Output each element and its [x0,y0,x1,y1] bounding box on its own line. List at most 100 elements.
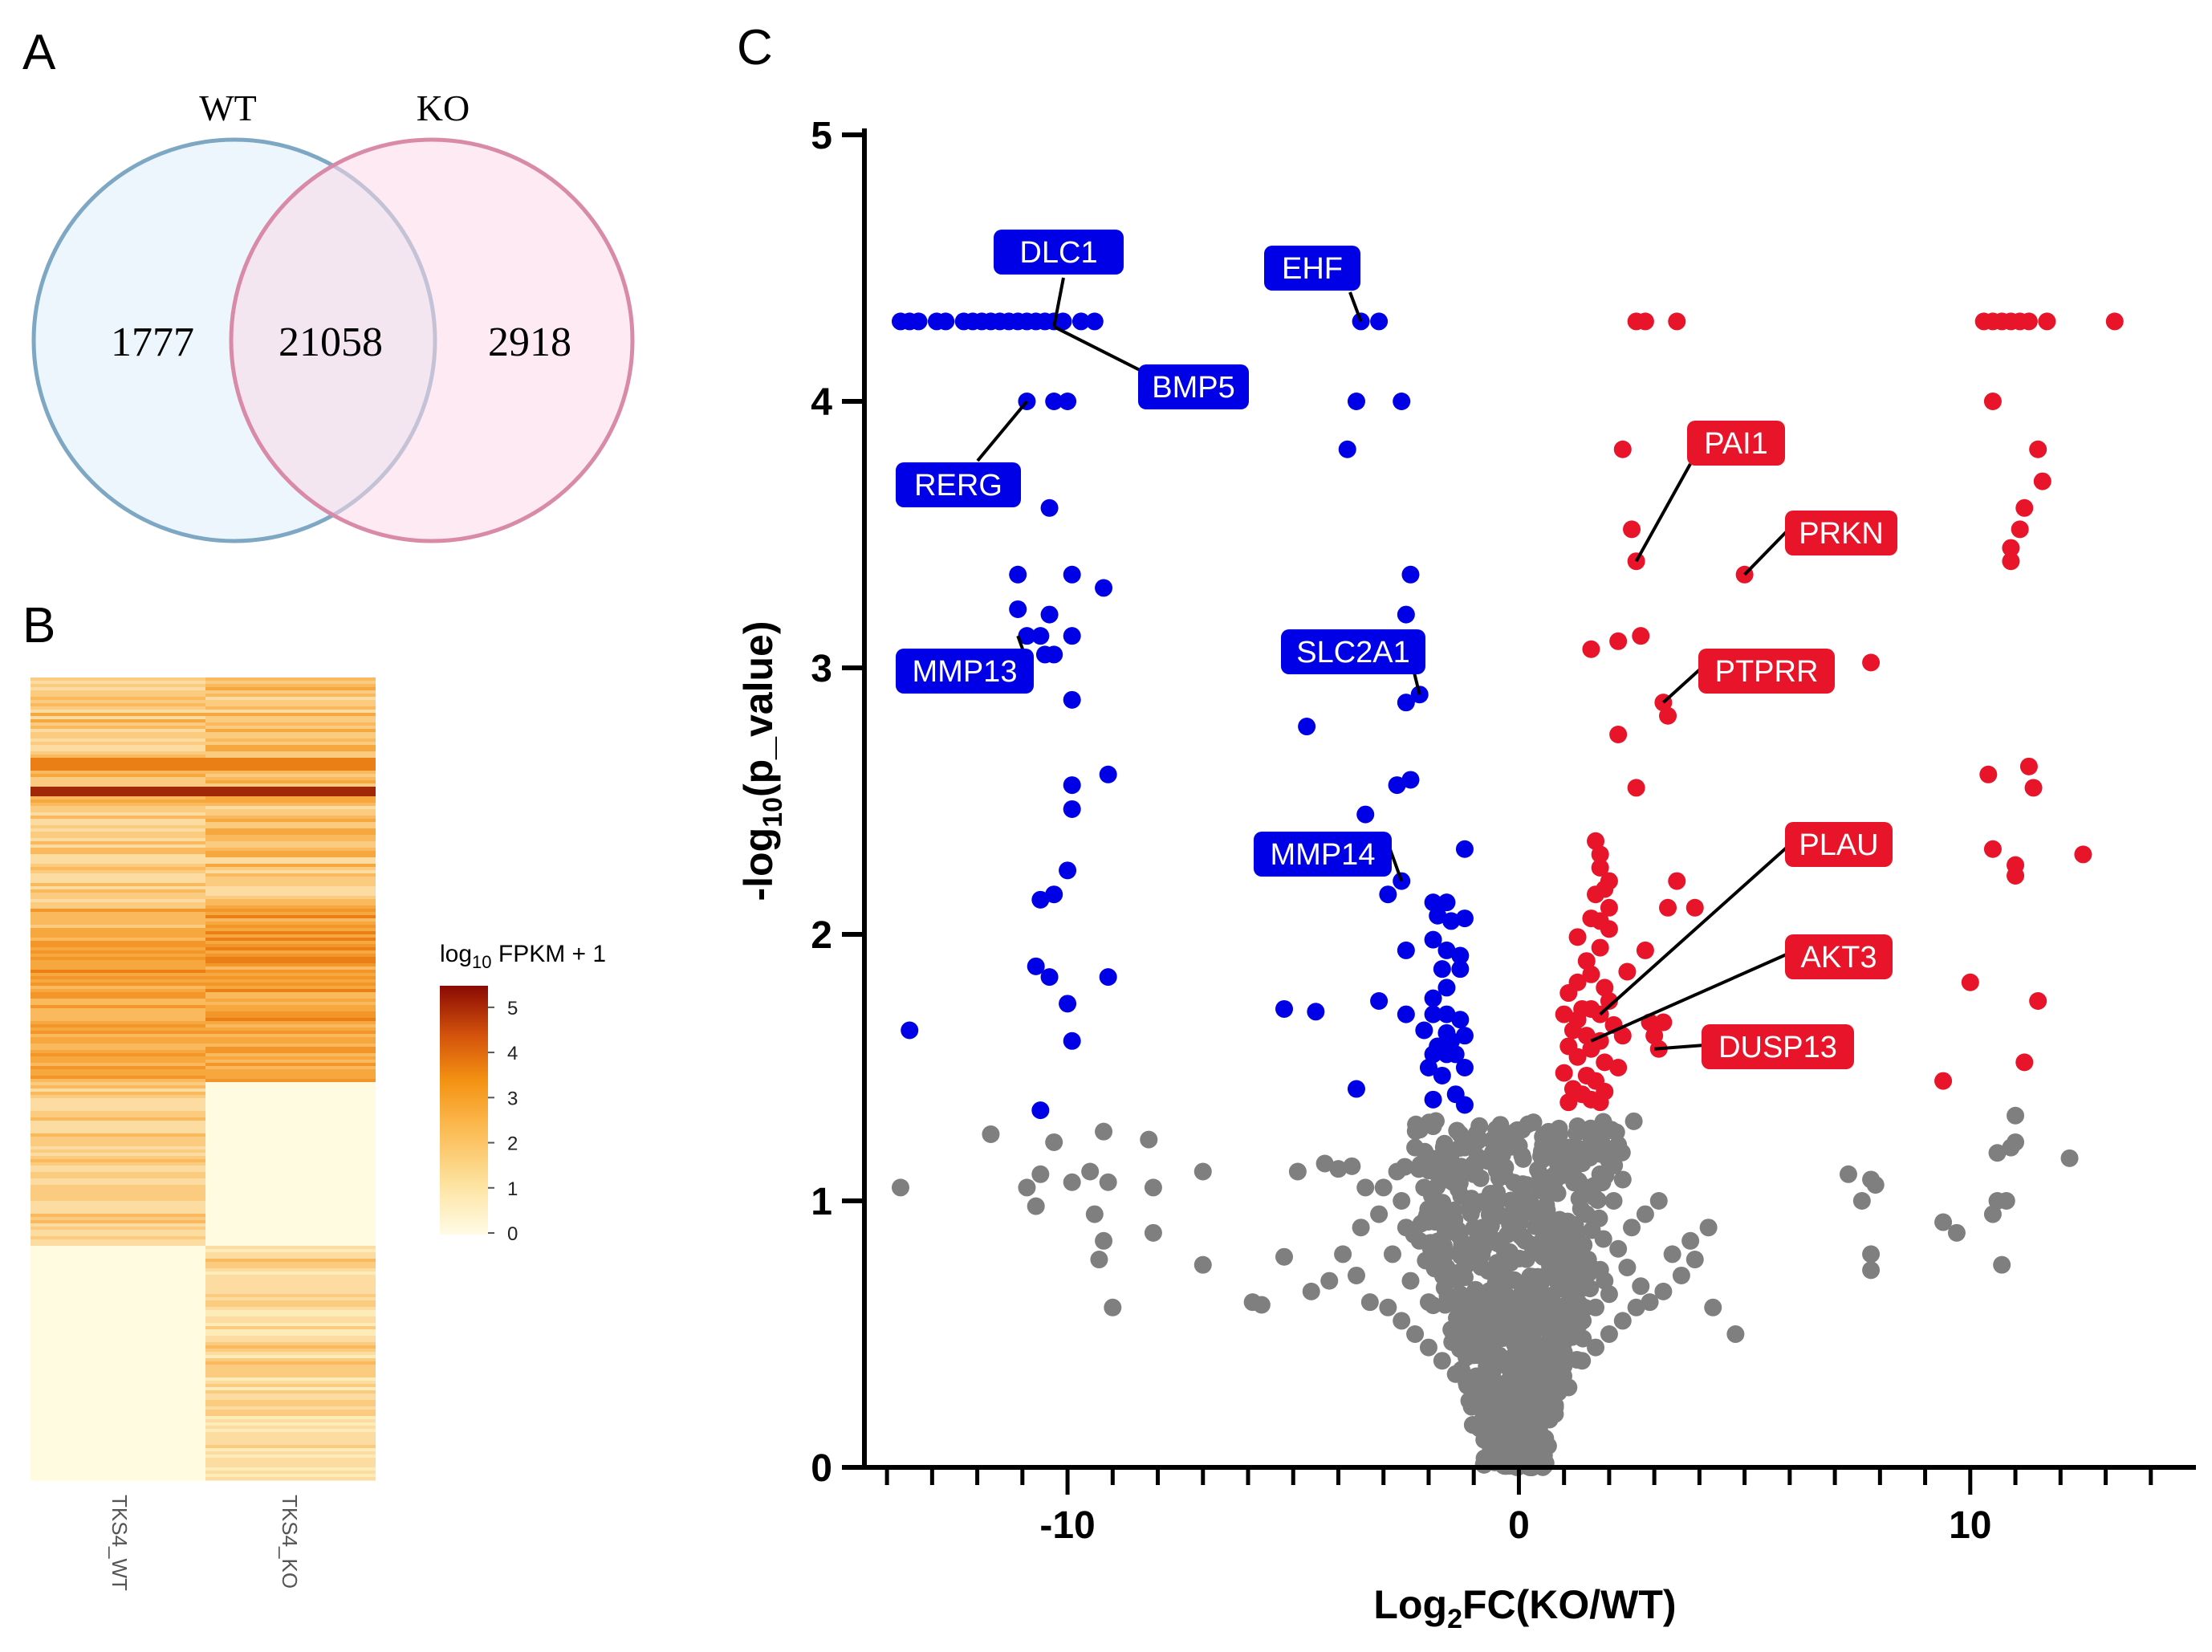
ns-point [1444,1324,1462,1343]
heatmap-cell [30,690,205,694]
gene-label-text: SLC2A1 [1296,636,1410,669]
heatmap-cell [30,774,205,778]
heatmap-cell [205,1008,376,1012]
ns-point [1252,1296,1271,1314]
volcano-down-points [891,312,1474,1120]
gene-leader-line [1743,528,1790,576]
ns-point [1425,1149,1444,1168]
heatmap-cell [205,1281,376,1285]
venn-ko-label: KO [417,87,470,128]
ns-point [1489,1235,1507,1253]
heatmap-cell [30,1121,205,1125]
heatmap-cell [205,1368,376,1372]
heatmap-cell [205,928,376,932]
heatmap-cell [205,1294,376,1298]
up-point [1600,920,1618,938]
gene-leader-line [1413,672,1421,695]
heatmap-cell [205,703,376,707]
up-point [1591,859,1609,877]
ns-point [1418,1206,1437,1224]
heatmap-cell [30,963,205,967]
down-point [1063,627,1081,645]
heatmap-cell [30,1291,205,1295]
heatmap-cell [30,1358,205,1362]
up-point [1563,1021,1582,1040]
heatmap-cell [30,722,205,726]
down-point [1338,440,1356,458]
ns-point [891,1178,909,1197]
down-point [1424,893,1442,912]
heatmap-cell [205,915,376,919]
ns-point [1081,1162,1100,1181]
ns-point [1424,1117,1442,1136]
heatmap-cell [205,1390,376,1394]
heatmap-cell [205,1223,376,1227]
ns-point [1496,1445,1515,1463]
y-tick-label: 5 [811,115,832,157]
ns-point [1467,1125,1486,1143]
y-tick-label: 3 [811,648,832,690]
heatmap-cell [30,809,205,813]
heatmap-cell [30,1239,205,1243]
heatmap-cell [205,1108,376,1112]
heatmap-cell [30,1085,205,1089]
up-point [1587,885,1605,904]
ns-point [1613,1170,1632,1189]
heatmap-cell [30,1377,205,1381]
heatmap-cell [30,1355,205,1359]
heatmap-cell [30,867,205,871]
heatmap-cell [205,780,376,784]
heatmap-cell [30,684,205,688]
heatmap-cell [30,954,205,958]
heatmap-cell [205,1105,376,1109]
gene-label-box [1698,649,1835,694]
ns-point [1031,1165,1050,1183]
up-point [1609,1059,1628,1076]
heatmap-cell [205,1320,376,1324]
heatmap-cell [30,883,205,887]
heatmap-cell [30,726,205,730]
gene-label-text: EHF [1282,252,1343,286]
gene-label-text: MMP14 [1271,838,1376,872]
heatmap-cell [205,1015,376,1019]
heatmap-cell [30,1397,205,1401]
heatmap-cell [30,677,205,682]
heatmap-cell [30,1060,205,1064]
heatmap-cell [30,1233,205,1237]
down-point [1059,995,1077,1013]
venn-ko-circle [229,137,635,543]
heatmap-cell [30,1438,205,1442]
down-point [1401,771,1420,789]
heatmap-cell [30,909,205,913]
heatmap-cell [30,1217,205,1221]
heatmap-cell [205,729,376,733]
heatmap-cell [205,694,376,698]
heatmap-cell [30,1178,205,1182]
heatmap-cell [205,1300,376,1304]
heatmap-cell [30,825,205,829]
gene-label-text: BMP5 [1152,371,1234,405]
ns-point [1934,1213,1953,1231]
heatmap-cell [30,1448,205,1452]
down-point [1356,805,1375,824]
heatmap-cell [30,1390,205,1394]
heatmap-cell [205,1178,376,1182]
heatmap-cell [205,1291,376,1295]
ns-point [1636,1205,1654,1223]
heatmap-cell [30,1088,205,1093]
heatmap-cell [30,1105,205,1109]
venn-shared-count: 21058 [279,319,383,365]
heatmap-cell [205,1092,376,1096]
heatmap-cell [30,1336,205,1340]
heatmap-cell [205,1076,376,1080]
ns-point [1478,1365,1497,1383]
heatmap-cell [30,1304,205,1308]
down-point [1040,498,1059,517]
heatmap-cell [30,844,205,848]
ns-point [1993,1255,2011,1274]
heatmap-cell [30,832,205,836]
heatmap-cell [30,1384,205,1388]
down-point [1370,312,1389,331]
heatmap-cell [205,1413,376,1417]
